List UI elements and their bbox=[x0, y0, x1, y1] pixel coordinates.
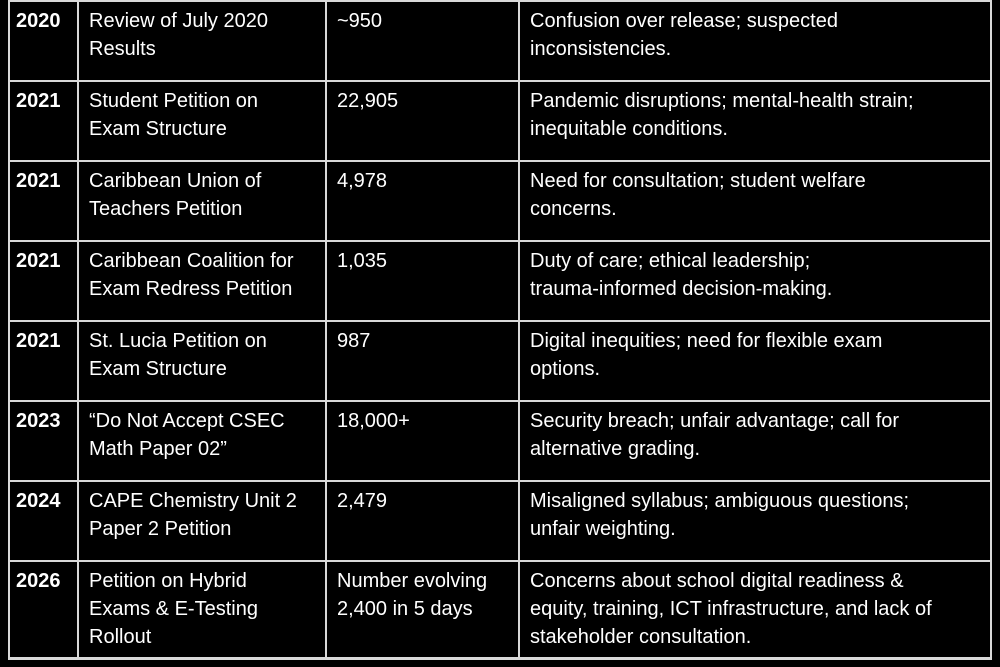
table-row: 2026 Petition on Hybrid Exams & E-Testin… bbox=[8, 560, 992, 660]
concerns-cell: Misaligned syllabus; ambiguous questions… bbox=[518, 480, 992, 562]
petitions-table: 2020 Review of July 2020 Results ~950 Co… bbox=[8, 0, 992, 660]
signatures-cell: 987 bbox=[325, 320, 520, 402]
signatures-cell: Number evolving 2,400 in 5 days bbox=[325, 560, 520, 660]
year-cell: 2021 bbox=[8, 240, 79, 322]
table-row: 2021 St. Lucia Petition on Exam Structur… bbox=[8, 320, 992, 402]
signatures-cell: 18,000+ bbox=[325, 400, 520, 482]
table-row: 2021 Caribbean Union of Teachers Petitio… bbox=[8, 160, 992, 242]
table-row: 2021 Student Petition on Exam Structure … bbox=[8, 80, 992, 162]
year-cell: 2021 bbox=[8, 80, 79, 162]
concerns-cell: Digital inequities; need for flexible ex… bbox=[518, 320, 992, 402]
year-cell: 2020 bbox=[8, 0, 79, 82]
year-cell: 2021 bbox=[8, 160, 79, 242]
petition-cell: Caribbean Union of Teachers Petition bbox=[77, 160, 327, 242]
signatures-cell: 22,905 bbox=[325, 80, 520, 162]
concerns-cell: Security breach; unfair advantage; call … bbox=[518, 400, 992, 482]
year-cell: 2024 bbox=[8, 480, 79, 562]
table-row: 2020 Review of July 2020 Results ~950 Co… bbox=[8, 0, 992, 82]
concerns-cell: Concerns about school digital readiness … bbox=[518, 560, 992, 660]
concerns-cell: Confusion over release; suspected incons… bbox=[518, 0, 992, 82]
petition-cell: CAPE Chemistry Unit 2 Paper 2 Petition bbox=[77, 480, 327, 562]
signatures-cell: 2,479 bbox=[325, 480, 520, 562]
signatures-cell: 4,978 bbox=[325, 160, 520, 242]
concerns-cell: Need for consultation; student welfare c… bbox=[518, 160, 992, 242]
petition-cell: Caribbean Coalition for Exam Redress Pet… bbox=[77, 240, 327, 322]
signatures-cell: 1,035 bbox=[325, 240, 520, 322]
table-row: 2024 CAPE Chemistry Unit 2 Paper 2 Petit… bbox=[8, 480, 992, 562]
petition-cell: Review of July 2020 Results bbox=[77, 0, 327, 82]
concerns-cell: Pandemic disruptions; mental-health stra… bbox=[518, 80, 992, 162]
petition-cell: “Do Not Accept CSEC Math Paper 02” bbox=[77, 400, 327, 482]
table-row: 2021 Caribbean Coalition for Exam Redres… bbox=[8, 240, 992, 322]
year-cell: 2023 bbox=[8, 400, 79, 482]
year-cell: 2021 bbox=[8, 320, 79, 402]
table-body: 2020 Review of July 2020 Results ~950 Co… bbox=[8, 0, 992, 660]
table-row: 2023 “Do Not Accept CSEC Math Paper 02” … bbox=[8, 400, 992, 482]
petitions-table-container: 2020 Review of July 2020 Results ~950 Co… bbox=[8, 0, 992, 660]
petition-cell: Student Petition on Exam Structure bbox=[77, 80, 327, 162]
petition-cell: Petition on Hybrid Exams & E-Testing Rol… bbox=[77, 560, 327, 660]
petition-cell: St. Lucia Petition on Exam Structure bbox=[77, 320, 327, 402]
signatures-cell: ~950 bbox=[325, 0, 520, 82]
year-cell: 2026 bbox=[8, 560, 79, 660]
concerns-cell: Duty of care; ethical leadership; trauma… bbox=[518, 240, 992, 322]
